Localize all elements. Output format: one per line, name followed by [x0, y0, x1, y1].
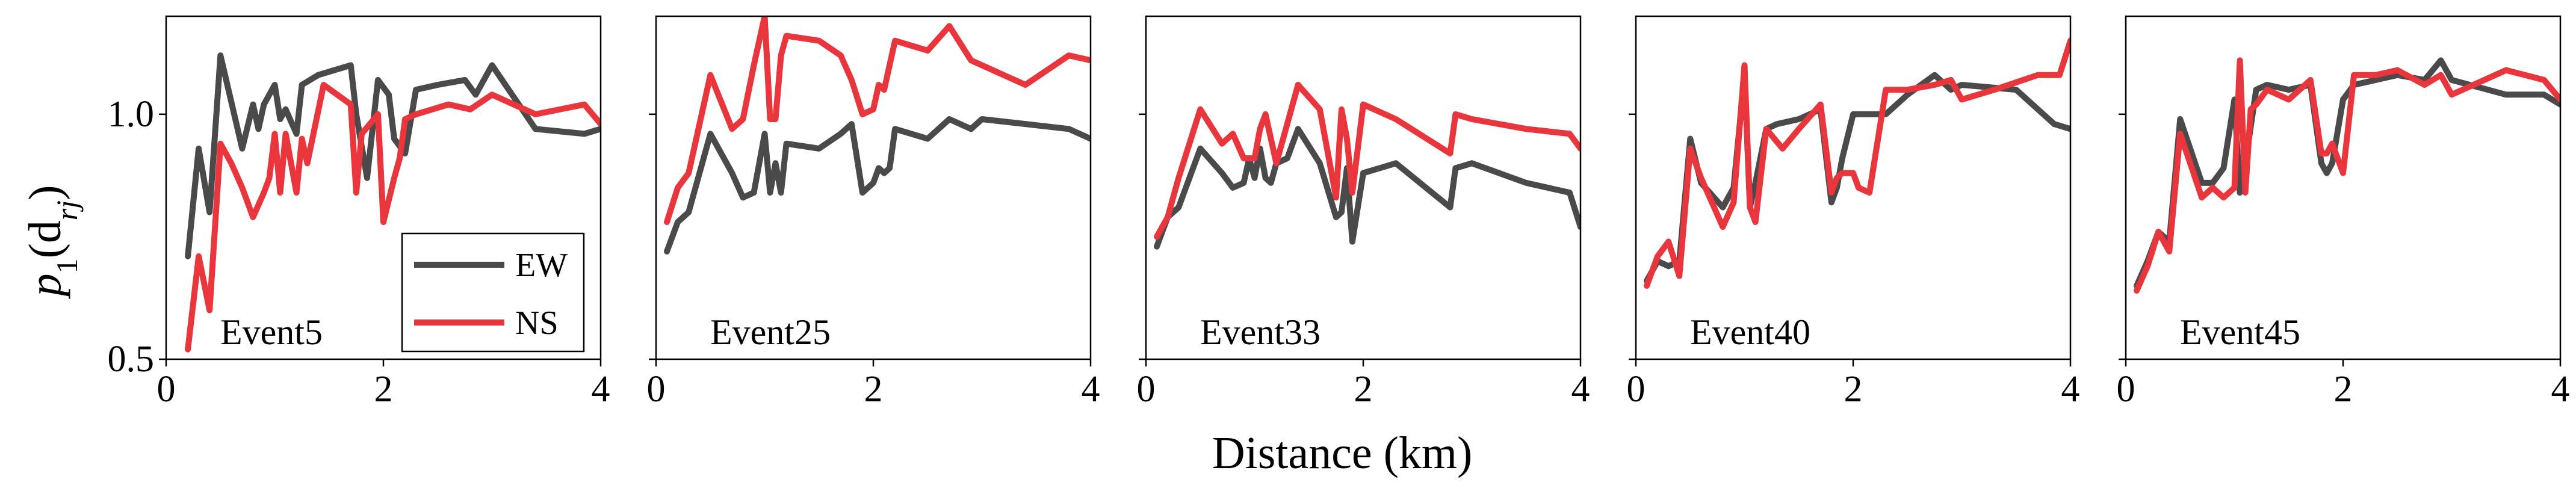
- x-tick-label: 0: [1627, 369, 1646, 410]
- series-group: [1154, 82, 1581, 250]
- x-tick-label: 4: [2551, 369, 2570, 410]
- x-tick-label: 4: [1571, 369, 1590, 410]
- panel-frame: [2125, 15, 2562, 360]
- series-line-ew: [1644, 72, 2070, 284]
- x-tick-label: 2: [1844, 369, 1863, 410]
- panel-3: 0 2 4 Event33: [1137, 15, 1590, 410]
- series-line-ns: [185, 82, 601, 353]
- panel-5: 0 2 4 Event45: [2117, 15, 2570, 410]
- y-label-arg: (d: [20, 220, 70, 258]
- x-tick-label: 0: [647, 369, 666, 410]
- x-tick-label: 2: [864, 369, 883, 410]
- panel-event-label: Event40: [1690, 312, 1810, 352]
- panel-4: 0 2 4 Event40: [1627, 15, 2080, 410]
- x-tick-label: 2: [2334, 369, 2353, 410]
- y-label-close: ): [20, 185, 70, 200]
- series-group: [2134, 57, 2560, 294]
- panel-event-label: Event5: [220, 312, 323, 352]
- series-line-ew: [2134, 57, 2560, 289]
- series-group: [1644, 37, 2070, 289]
- series-group: [185, 52, 601, 353]
- series-group: [664, 16, 1091, 255]
- series-line-ns: [2134, 57, 2560, 294]
- panel-event-label: Event45: [2180, 312, 2300, 352]
- panel-frame: [655, 15, 1092, 360]
- legend: EW NS: [401, 232, 585, 353]
- x-tick-label: 0: [1137, 369, 1156, 410]
- y-label-main: p: [20, 273, 70, 299]
- panel-1: 0 2 4 0.5 1.0 Event5 EW NS: [108, 15, 610, 410]
- x-tick-label: 4: [592, 369, 610, 410]
- panel-event-label: Event33: [1200, 312, 1321, 352]
- x-tick-label: 0: [2117, 369, 2135, 410]
- legend-label-ew: EW: [515, 247, 568, 284]
- x-tick-label: 4: [2061, 369, 2080, 410]
- panel-frame: [1635, 15, 2072, 360]
- x-tick-label: 2: [374, 369, 393, 410]
- panel-event-label: Event25: [710, 312, 831, 352]
- x-tick-label: 2: [1354, 369, 1373, 410]
- series-line-ns: [1154, 82, 1581, 240]
- x-tick-label: 0: [157, 369, 176, 410]
- y-tick-label: 1.0: [108, 94, 155, 135]
- y-tick-label: 0.5: [108, 339, 155, 380]
- panel-2: 0 2 4 Event25: [647, 15, 1100, 410]
- y-axis-label: p1(drj): [20, 185, 84, 300]
- x-tick-label: 4: [1082, 369, 1100, 410]
- series-line-ew: [664, 116, 1091, 255]
- legend-box: [401, 232, 585, 353]
- y-label-sub: 1: [50, 258, 84, 273]
- x-axis-label: Distance (km): [1212, 428, 1473, 478]
- series-line-ew: [1154, 126, 1581, 250]
- series-line-ns: [664, 16, 1091, 225]
- series-line-ns: [1644, 37, 2070, 289]
- series-line-ew: [185, 52, 601, 259]
- legend-label-ns: NS: [515, 304, 559, 342]
- y-label-arg-sub: rj: [50, 200, 84, 220]
